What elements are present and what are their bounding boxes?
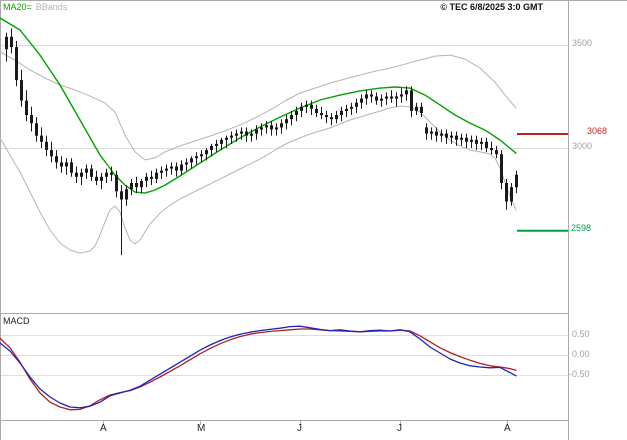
legend: MA20= BBands — [3, 2, 67, 13]
resistance-price-label: 3068 — [587, 126, 608, 136]
copyright-label: © TEC 6/8/2025 3:0 GMT — [440, 2, 543, 12]
price-axis-label-3500: 3500 — [572, 38, 593, 48]
price-axis-label-3000: 3000 — [572, 141, 593, 151]
x-axis-label: J — [297, 423, 302, 434]
x-axis-label: M — [197, 423, 206, 434]
x-axis-label: A — [504, 423, 511, 434]
macd-panel-title: MACD — [3, 316, 30, 326]
macd-axis-label-neg050: -0.50 — [569, 369, 590, 379]
x-axis-label: J — [397, 423, 402, 434]
macd-axis-label-050: 0.50 — [572, 329, 590, 339]
legend-bbands-label: BBands — [35, 2, 68, 12]
legend-ma20-label: MA20= — [3, 2, 32, 12]
x-axis-label: A — [100, 423, 107, 434]
macd-axis-label-000: 0.00 — [572, 349, 590, 359]
support-price-label: 2598 — [571, 223, 592, 233]
